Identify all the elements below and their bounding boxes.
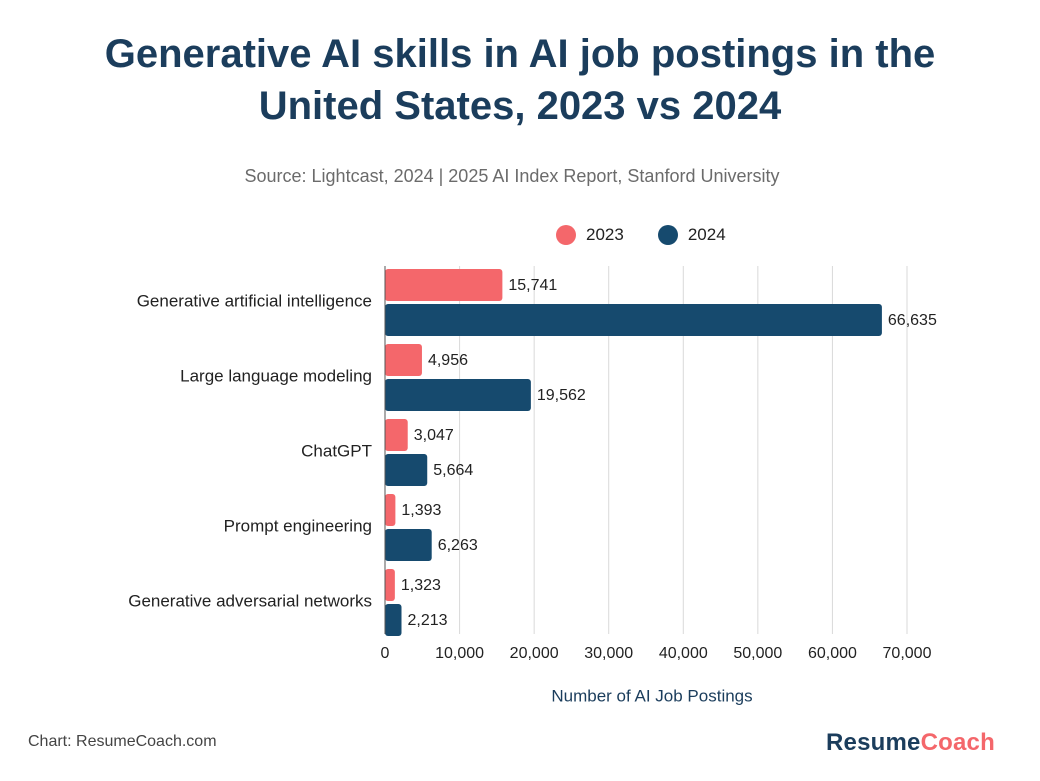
bar-2024 xyxy=(385,304,882,336)
x-tick-label: 40,000 xyxy=(659,645,708,662)
legend-swatch-2024 xyxy=(657,225,678,245)
legend-label-2024: 2024 xyxy=(687,225,726,244)
x-tick-label: 50,000 xyxy=(733,645,782,662)
brand-logo-part-2: Coach xyxy=(920,729,995,756)
category-label: Prompt engineering xyxy=(224,516,372,535)
category-label: ChatGPT xyxy=(301,441,372,460)
chart-title-line-1: Generative AI skills in AI job postings … xyxy=(104,32,936,76)
brand-logo-part-1: Resume xyxy=(826,729,921,756)
x-tick-label: 0 xyxy=(381,645,390,662)
x-tick-label: 60,000 xyxy=(808,645,857,662)
chart-title: Generative AI skills in AI job postings … xyxy=(0,28,1040,132)
data-label-2023: 15,741 xyxy=(508,277,557,294)
category-label: Generative adversarial networks xyxy=(128,591,372,610)
data-label-2024: 6,263 xyxy=(438,537,478,554)
brand-logo: ResumeCoach xyxy=(826,729,995,757)
bar-2023 xyxy=(385,569,395,601)
x-tick-label: 10,000 xyxy=(435,645,484,662)
data-label-2023: 1,323 xyxy=(401,577,441,594)
legend-swatch-2023 xyxy=(556,225,576,245)
chart-title-line-2: United States, 2023 vs 2024 xyxy=(258,84,782,128)
data-label-2024: 2,213 xyxy=(408,612,448,629)
bar-2024 xyxy=(385,379,531,411)
data-label-2023: 4,956 xyxy=(428,352,468,369)
bar-2023 xyxy=(385,419,408,451)
data-label-2024: 5,664 xyxy=(433,462,473,479)
legend-label-2023: 2023 xyxy=(586,225,624,244)
legend-item-2023: 2023 xyxy=(556,225,624,245)
bar-2023 xyxy=(385,344,422,376)
x-tick-label: 20,000 xyxy=(510,645,559,662)
category-label: Large language modeling xyxy=(180,366,372,385)
data-label-2023: 1,393 xyxy=(401,502,441,519)
data-label-2023: 3,047 xyxy=(414,427,454,444)
chart-legend: 2023 2024 xyxy=(556,222,760,248)
data-label-2024: 66,635 xyxy=(888,312,937,329)
chart-credit: Chart: ResumeCoach.com xyxy=(28,733,217,750)
bar-2024 xyxy=(385,604,402,636)
data-label-2024: 19,562 xyxy=(537,387,586,404)
legend-item-2024: 2024 xyxy=(657,225,726,245)
bar-2023 xyxy=(385,269,503,301)
bar-2024 xyxy=(385,529,432,561)
chart-subtitle: Source: Lightcast, 2024 | 2025 AI Index … xyxy=(244,166,780,186)
x-tick-label: 30,000 xyxy=(584,645,633,662)
bar-2024 xyxy=(385,454,428,486)
category-label: Generative artificial intelligence xyxy=(137,291,372,310)
x-tick-label: 70,000 xyxy=(883,645,932,662)
bar-2023 xyxy=(385,494,396,526)
x-axis-title: Number of AI Job Postings xyxy=(551,686,752,705)
